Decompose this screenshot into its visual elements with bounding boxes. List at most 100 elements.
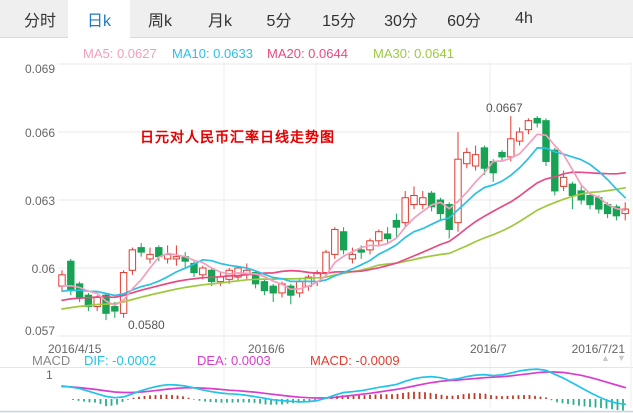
tab-30min[interactable]: 30分 <box>384 13 418 30</box>
macd-bar-positive <box>165 394 168 399</box>
macd-bar-positive <box>402 392 404 399</box>
macd-bar-positive <box>182 396 184 399</box>
candle-body <box>357 249 365 253</box>
tab-realtime[interactable]: 分时 <box>23 13 56 30</box>
macd-bar-positive <box>484 393 487 399</box>
candle-body <box>568 183 577 196</box>
macd-bar-negative <box>594 399 597 408</box>
macd-bar-negative <box>105 399 107 407</box>
macd-bar-positive <box>149 395 151 399</box>
candle-body <box>383 233 392 240</box>
tab-5min[interactable]: 5分 <box>266 13 292 30</box>
candle-body <box>471 154 480 167</box>
macd-bar-positive <box>380 394 382 399</box>
macd-bar-positive <box>171 394 173 399</box>
candle-body <box>480 147 489 169</box>
candle-body <box>515 131 524 142</box>
dea-value-label: DEA: 0.0003 <box>197 353 271 368</box>
candle-body <box>410 194 418 206</box>
macd-bar-positive <box>407 392 410 399</box>
ma10-legend-label: MA10: 0.0633 <box>172 46 253 61</box>
candle-body <box>172 256 181 260</box>
candle-body <box>199 267 207 276</box>
macd-panel-title: MACD <box>32 353 71 368</box>
macd-bar-positive <box>429 392 432 399</box>
candle-body <box>84 294 93 308</box>
macd-bar-positive <box>187 397 190 399</box>
macd-bar-positive <box>451 395 454 399</box>
macd-bar-positive <box>369 394 371 399</box>
macd-bar-negative <box>611 399 613 410</box>
macd-bar-negative <box>275 399 278 405</box>
candle-body <box>524 120 533 131</box>
macd-bar-positive <box>132 397 135 399</box>
scroll-down-arrow[interactable]: ▼ <box>617 353 626 363</box>
macd-bar-negative <box>270 399 272 405</box>
macd-bar-negative <box>248 399 250 403</box>
candle-body <box>339 231 348 251</box>
x-axis-label: 2016/6 <box>248 342 285 356</box>
scroll-up-arrow[interactable]: ▲ <box>601 353 610 363</box>
tab-15min[interactable]: 15分 <box>322 13 356 30</box>
candle-body <box>559 176 568 187</box>
macd-bar-positive <box>138 396 140 399</box>
candle-body <box>331 228 339 255</box>
tab-monthly-k[interactable]: 月k <box>207 13 232 30</box>
tab-daily-k[interactable]: 日k <box>68 0 130 38</box>
macd-bar-negative <box>550 399 553 401</box>
macd-bar-positive <box>352 395 355 399</box>
macd-bar-positive <box>176 395 179 399</box>
macd-bar-negative <box>72 399 74 400</box>
tab-60min[interactable]: 60分 <box>447 13 481 30</box>
x-axis-label: 2016/4/15 <box>48 342 102 356</box>
candle-body <box>533 117 541 124</box>
candle-body <box>454 158 462 224</box>
tab-4h[interactable]: 4h <box>515 10 533 27</box>
candle-body <box>216 276 225 283</box>
macd-bar-positive <box>391 394 393 399</box>
macd-bar-negative <box>578 399 580 406</box>
macd-bar-positive <box>446 395 448 399</box>
macd-bar-positive <box>501 396 503 399</box>
y-axis-label: 0.057 <box>24 324 55 338</box>
ma5-line <box>61 133 627 307</box>
macd-bar-negative <box>237 399 239 403</box>
chart-title: 日元对人民币汇率日线走势图 <box>140 129 335 145</box>
candle-body <box>128 249 137 271</box>
macd-bar-positive <box>479 393 481 399</box>
macd-bar-negative <box>308 399 311 402</box>
macd-bar-positive <box>374 394 377 399</box>
macd-bar-negative <box>297 399 300 403</box>
y-axis-label: 0.063 <box>24 194 55 208</box>
macd-bar-negative <box>572 399 575 405</box>
ma30-legend-label: MA30: 0.0641 <box>373 46 454 61</box>
macd-histogram <box>72 391 624 411</box>
candle-body <box>348 253 357 260</box>
macd-bar-positive <box>528 395 531 399</box>
candle-body <box>251 272 260 285</box>
macd-bar-negative <box>556 399 558 403</box>
candle-body <box>542 120 550 162</box>
macd-bar-positive <box>385 394 388 399</box>
macd-bar-positive <box>440 394 443 399</box>
y-axis-label: 0.06 <box>31 262 55 276</box>
macd-bar-positive <box>363 395 366 399</box>
candle-body <box>137 247 145 253</box>
macd-bar-negative <box>77 399 80 401</box>
tab-weekly-k[interactable]: 周k <box>147 13 172 30</box>
macd-bar-negative <box>127 399 129 400</box>
macd-bar-positive <box>160 394 162 399</box>
macd-bar-positive <box>457 395 459 399</box>
macd-lines <box>61 368 627 406</box>
macd-bar-negative <box>264 399 267 405</box>
candle-body <box>225 269 233 280</box>
macd-bar-positive <box>534 395 536 399</box>
macd-bar-negative <box>88 399 91 403</box>
macd-bar-positive <box>347 395 349 399</box>
candle-body <box>260 281 269 292</box>
dif-value-label: DIF: -0.0002 <box>84 353 157 368</box>
macd-bar-positive <box>473 393 476 399</box>
macd-bar-negative <box>99 399 102 404</box>
